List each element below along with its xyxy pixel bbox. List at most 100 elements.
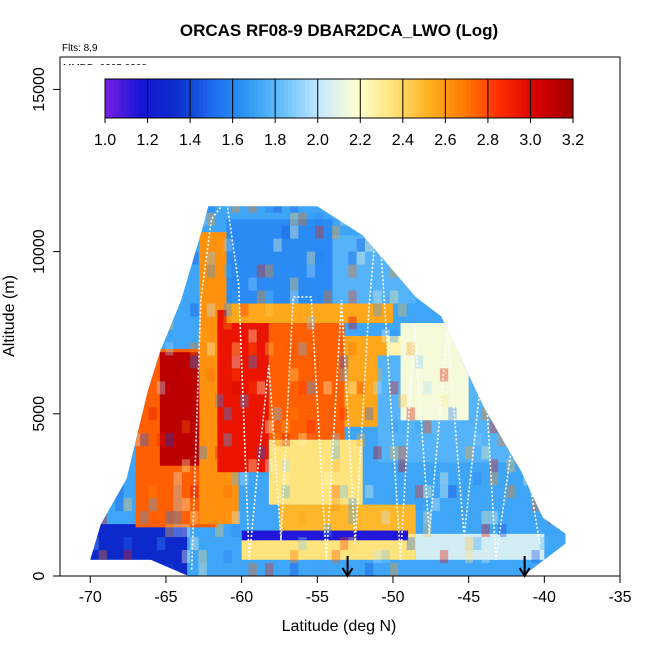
colorbar-cell — [313, 79, 319, 118]
heatmap-cell — [364, 238, 374, 252]
heatmap-cell — [381, 225, 390, 239]
heatmap-cell — [106, 563, 116, 576]
heatmap-cell — [181, 368, 191, 382]
heatmap-cell — [423, 212, 432, 226]
colorbar-cell — [300, 79, 306, 118]
heatmap-cell — [531, 316, 540, 330]
colorbar-cell — [360, 79, 366, 118]
colorbar-cell — [122, 79, 127, 118]
heatmap-cell — [398, 303, 407, 317]
heatmap-cell — [298, 342, 307, 356]
colorbar-cell — [113, 79, 119, 118]
heatmap-cell — [389, 212, 399, 226]
chart-title: ORCAS RF08-9 DBAR2DCA_LWO (Log) — [180, 21, 498, 40]
heatmap-cell — [90, 498, 99, 512]
heatmap-cell — [490, 187, 498, 200]
heatmap-cell — [423, 187, 431, 200]
heatmap-cell — [506, 342, 515, 356]
colorbar-cell — [283, 79, 289, 118]
heatmap-cell — [323, 472, 332, 486]
colorbar-cell — [385, 79, 391, 118]
heatmap-cell — [206, 303, 216, 317]
colorbar-cell — [504, 79, 510, 118]
colorbar-cell — [436, 79, 442, 118]
heatmap-cell — [265, 342, 274, 356]
heatmap-cell — [481, 550, 490, 564]
heatmap-cell — [506, 303, 515, 317]
heatmap-cell — [548, 511, 557, 525]
colorbar-cell — [453, 79, 459, 118]
heatmap-cell — [381, 550, 390, 564]
heatmap-cell — [206, 264, 216, 278]
heatmap-cell — [190, 537, 199, 551]
x-tick-label: -55 — [306, 589, 329, 606]
heatmap-cell — [356, 381, 365, 395]
heatmap-cell — [481, 238, 490, 252]
colorbar-cell — [547, 79, 553, 118]
heatmap-cell — [439, 550, 449, 564]
heatmap-cell — [190, 355, 199, 369]
heatmap-cell — [364, 407, 374, 421]
heatmap-cell — [306, 212, 316, 226]
x-tick-label: -50 — [381, 589, 404, 606]
heatmap-cell — [190, 511, 199, 525]
heatmap-cell — [556, 238, 565, 252]
heatmap-cell — [389, 563, 399, 576]
colorbar-cell — [551, 79, 557, 118]
colorbar-cell — [424, 79, 429, 118]
heatmap-cell — [140, 290, 149, 304]
heatmap-cell — [265, 563, 274, 576]
colorbar-cell — [249, 79, 255, 118]
heatmap-cell — [390, 187, 398, 200]
colorbar-cell — [407, 79, 412, 118]
colorbar-cell — [530, 79, 536, 118]
colorbar-cell — [224, 79, 229, 118]
y-tick-label: 5000 — [31, 396, 48, 432]
heatmap-cell — [381, 511, 390, 525]
heatmap-cell — [148, 485, 157, 499]
heatmap-cell — [564, 342, 566, 356]
colorbar-cell — [168, 79, 174, 118]
colorbar-cell — [190, 79, 195, 118]
heatmap-cell — [431, 264, 440, 278]
heatmap-cell — [148, 238, 157, 252]
heatmap-cell — [148, 498, 157, 512]
heatmap-cell — [414, 355, 424, 369]
colorbar-cell — [164, 79, 170, 118]
heatmap-cell — [498, 187, 506, 200]
colorbar-cell — [126, 79, 132, 118]
heatmap-cell — [298, 537, 307, 551]
heatmap-cell — [498, 225, 507, 239]
heatmap-cell — [98, 511, 107, 525]
heatmap-cell — [423, 420, 432, 434]
heatmap-cell — [331, 550, 340, 564]
colorbar-cell — [194, 79, 200, 118]
heatmap-cell — [448, 485, 457, 499]
colorbar-cell — [496, 79, 502, 118]
heatmap-cell — [248, 342, 257, 356]
heatmap-cell — [106, 342, 116, 356]
heatmap-cell — [331, 498, 340, 512]
heatmap-cell — [348, 206, 357, 213]
heatmap-cell — [148, 329, 157, 343]
colorbar-cell — [543, 79, 549, 118]
heatmap-cell — [340, 368, 349, 382]
heatmap-cell — [448, 238, 457, 252]
colorbar-cell — [479, 79, 485, 118]
heatmap-cell — [165, 212, 174, 226]
heatmap-cell — [515, 187, 523, 200]
heatmap-cell — [190, 251, 199, 265]
heatmap-cell — [215, 394, 224, 408]
heatmap-cell — [181, 420, 191, 434]
heatmap-cell — [115, 420, 124, 434]
heatmap-cell — [531, 355, 540, 369]
colorbar-tick-label: 2.4 — [392, 132, 414, 149]
colorbar-cell — [343, 79, 349, 118]
heatmap-cell — [331, 225, 340, 239]
heatmap-cell — [523, 277, 532, 291]
heatmap-cell — [165, 206, 174, 213]
heatmap-cell — [173, 524, 182, 538]
x-tick-label: -60 — [230, 589, 253, 606]
colorbar-tick-label: 1.2 — [136, 132, 158, 149]
heatmap-cell — [223, 433, 232, 447]
